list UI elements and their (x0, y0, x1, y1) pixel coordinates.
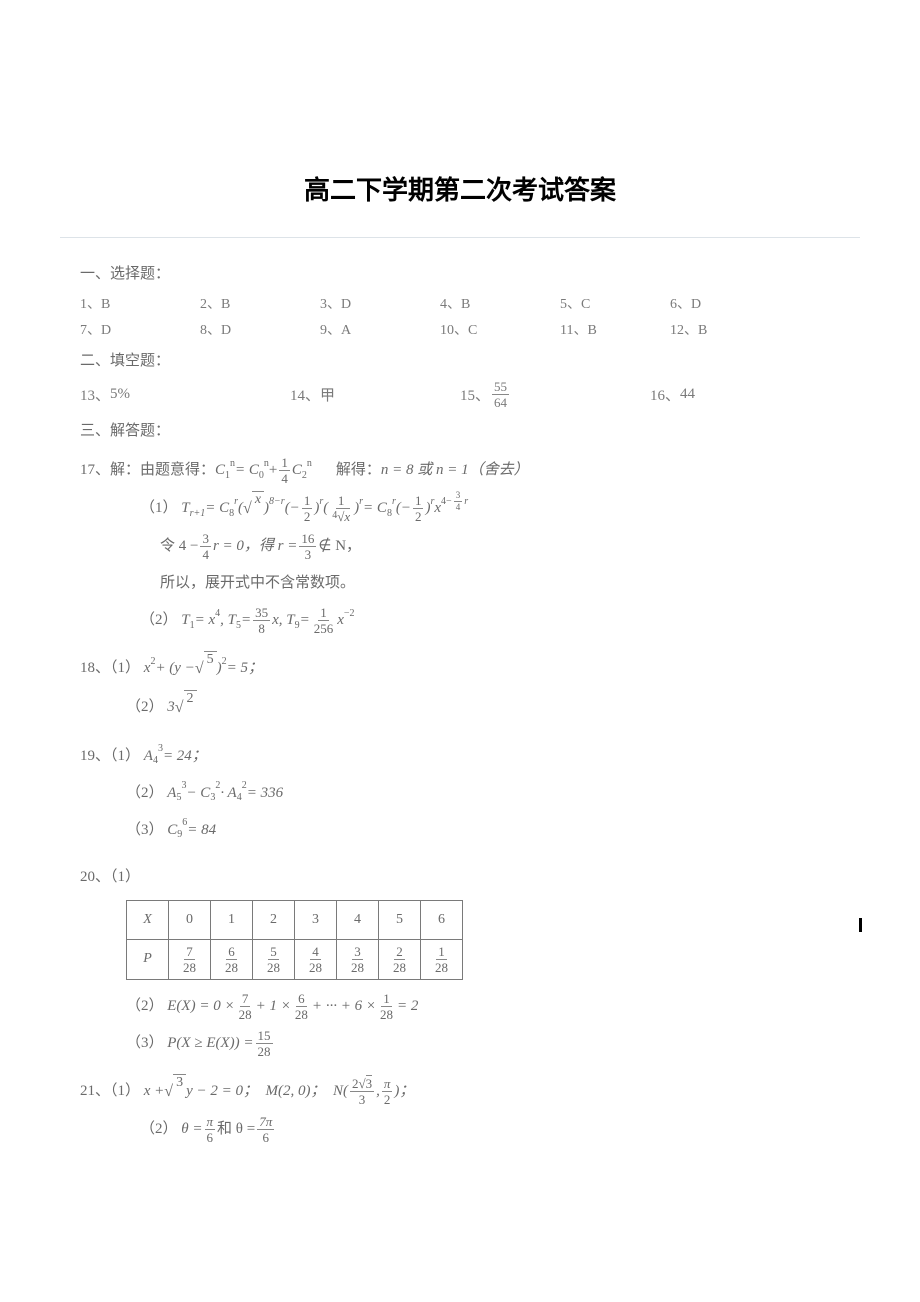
section-fill-label: 二、填空题： (80, 349, 840, 370)
section-solve-label: 三、解答题： (80, 419, 840, 440)
q21-p2: （2） θ = π6 和 θ = 7π6 (80, 1113, 840, 1146)
choice-item: 10、C (440, 319, 560, 339)
problem-18: 18、（1） x2 + (y − √5 )2 = 5； （2） 3 √2 (80, 651, 840, 725)
section-choice-label: 一、选择题： (80, 262, 840, 283)
q20-label: 20、（1） (80, 861, 840, 894)
choice-item: 9、A (320, 319, 440, 339)
fraction: 1256 (312, 606, 336, 635)
q19-p3: （3） C96 = 84 (80, 814, 840, 847)
content-box: 一、选择题： 1、B 2、B 3、D 4、B 5、C 6、D 7、D 8、D 9… (60, 237, 860, 1180)
sqrt: √3 (164, 1074, 186, 1109)
choice-item: 2、B (200, 293, 320, 313)
q19-p1: 19、（1） A43 = 24； (80, 740, 840, 773)
problem-20: 20、（1） X 0 1 2 3 4 5 6 P 728 628 528 (80, 861, 840, 1061)
fraction: 34 (200, 532, 211, 561)
fill-item-14: 14、甲 (290, 384, 460, 405)
q17-p1-line1: （1） Tr+1 = C8r ( √x )8−r (− 12 )r ( 14√x… (80, 491, 840, 526)
page-root: 高二下学期第二次考试答案 一、选择题： 1、B 2、B 3、D 4、B 5、C … (0, 0, 920, 1240)
sqrt: √x (243, 491, 264, 526)
choice-item: 11、B (560, 319, 670, 339)
choice-row-1: 1、B 2、B 3、D 4、B 5、C 6、D (80, 293, 840, 313)
q17-p1-line3: 所以，展开式中不含常数项。 (80, 567, 840, 600)
table-row: X 0 1 2 3 4 5 6 (127, 900, 463, 940)
problem-17: 17、解：由题意得： C1n = C0n + 14 C2n 解得： n = 8 … (80, 454, 840, 637)
choice-item: 1、B (80, 293, 200, 313)
fill-item-13: 13、5% (80, 384, 290, 405)
choice-item: 6、D (670, 293, 701, 313)
q21-p1: 21、（1） x + √3 y − 2 = 0； M(2, 0)； N( 2√3… (80, 1074, 840, 1109)
q18-p1: 18、（1） x2 + (y − √5 )2 = 5； (80, 651, 840, 686)
q20-p3: （3） P(X ≥ E(X)) = 1528 (80, 1027, 840, 1060)
fill-item-16: 16、44 (650, 384, 695, 405)
fraction: 14 (279, 456, 290, 485)
choice-item: 3、D (320, 293, 440, 313)
sqrt: √5 (195, 651, 217, 686)
fraction: 5564 (492, 380, 509, 409)
q20-p2: （2） E(X) = 0 × 728 + 1 × 628 + ··· + 6 ×… (80, 990, 840, 1023)
fraction: 163 (299, 532, 316, 561)
choice-row-2: 7、D 8、D 9、A 10、C 11、B 12、B (80, 319, 840, 339)
sqrt: √2 (175, 690, 197, 725)
choice-item: 5、C (560, 293, 670, 313)
choice-item: 4、B (440, 293, 560, 313)
fraction: 12 (413, 494, 424, 523)
fraction: 358 (253, 606, 270, 635)
page-title: 高二下学期第二次考试答案 (60, 170, 860, 207)
choice-item: 7、D (80, 319, 200, 339)
q18-p2: （2） 3 √2 (80, 690, 840, 725)
fraction: 14√x (330, 494, 352, 524)
q19-p2: （2） A53 − C32 · A42 = 336 (80, 777, 840, 810)
table-row: P 728 628 528 428 328 228 128 (127, 940, 463, 980)
problem-19: 19、（1） A43 = 24； （2） A53 − C32 · A42 = 3… (80, 740, 840, 847)
fill-item-15: 15、 5564 (460, 380, 650, 409)
q17-p2: （2） T1 = x4 , T5 = 358 x, T9 = 1256 x−2 (80, 604, 840, 637)
side-marker (859, 918, 862, 932)
choice-item: 12、B (670, 319, 707, 339)
q17-head: 17、解：由题意得： C1n = C0n + 14 C2n 解得： n = 8 … (80, 454, 840, 487)
choice-item: 8、D (200, 319, 320, 339)
q20-table: X 0 1 2 3 4 5 6 P 728 628 528 428 328 22… (126, 900, 463, 981)
fraction: 12 (302, 494, 313, 523)
fill-row: 13、5% 14、甲 15、 5564 16、44 (80, 380, 840, 409)
q17-p1-line2: 令 4 − 34 r = 0，得 r = 163 ∉ N， (80, 530, 840, 563)
problem-21: 21、（1） x + √3 y − 2 = 0； M(2, 0)； N( 2√3… (80, 1074, 840, 1146)
